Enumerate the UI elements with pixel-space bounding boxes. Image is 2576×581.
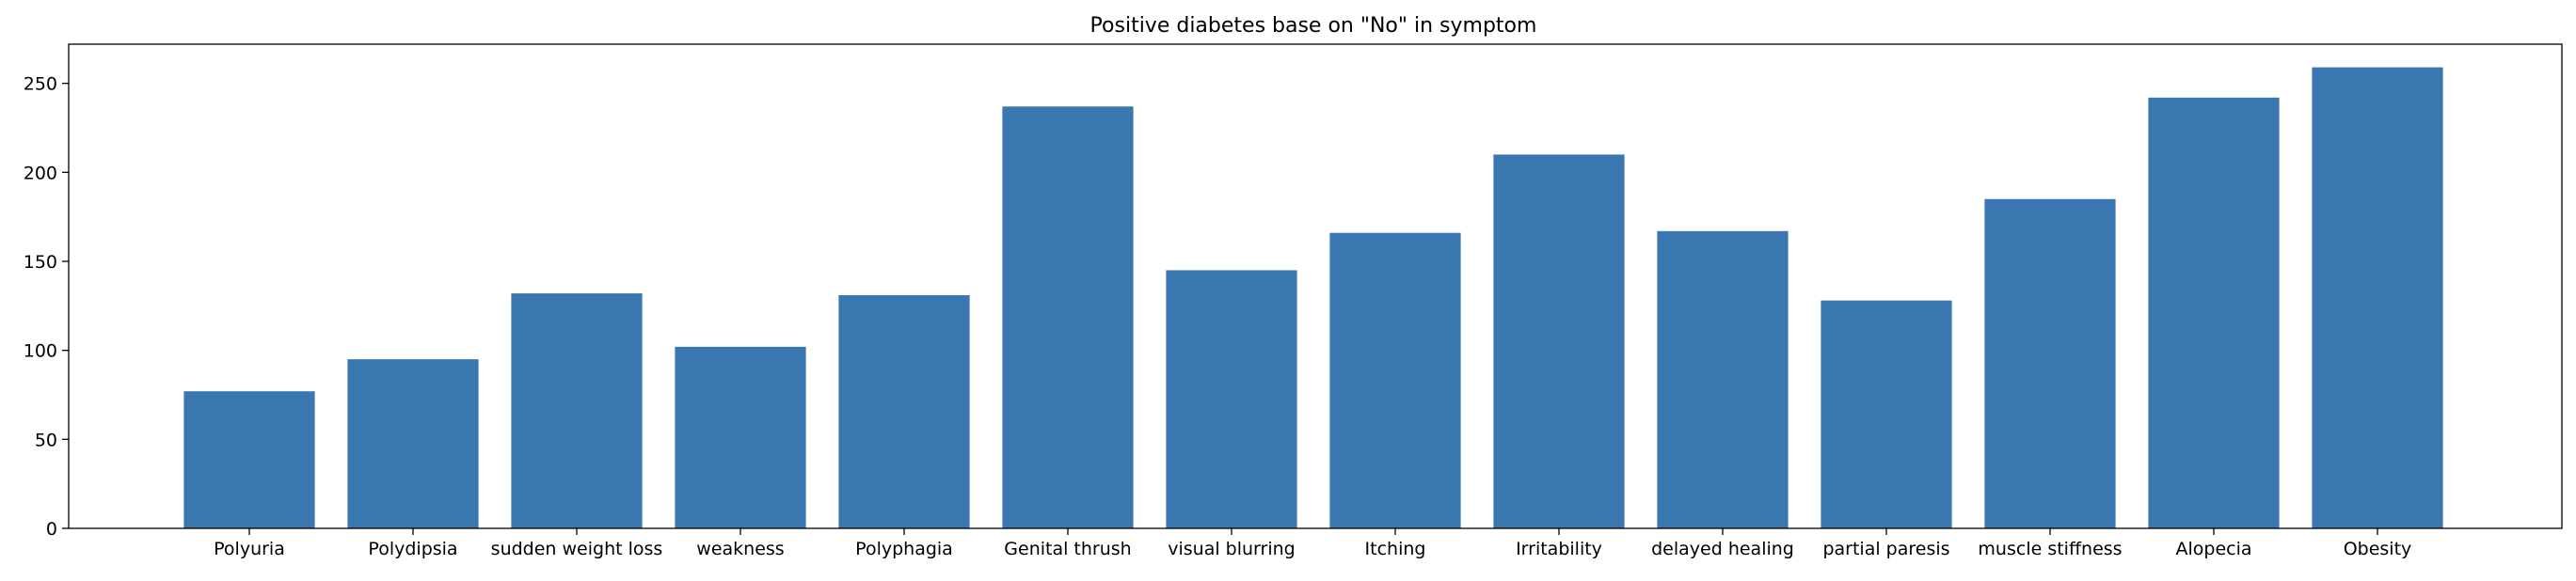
bars-layer: [183, 67, 2443, 529]
bar: [1002, 106, 1134, 529]
bar: [1166, 270, 1297, 528]
x-tick-label: Polyphagia: [855, 539, 953, 559]
x-tick-label: Itching: [1365, 539, 1426, 559]
chart-title: Positive diabetes base on "No" in sympto…: [1090, 14, 1537, 38]
x-tick-label: Alopecia: [2175, 539, 2251, 559]
y-tick-label: 50: [35, 430, 57, 450]
bar: [675, 346, 806, 529]
bar: [2148, 97, 2280, 529]
bar: [1329, 232, 1461, 528]
bar: [1657, 230, 1789, 528]
bar: [1821, 300, 1952, 528]
x-tick-label: weakness: [696, 539, 784, 559]
y-tick-label: 0: [46, 519, 57, 540]
x-tick-label: Irritability: [1516, 539, 1602, 559]
axes-layer: [68, 43, 2563, 529]
y-tick-label: 250: [24, 74, 57, 95]
x-tick-label: Polyuria: [214, 539, 285, 559]
bar: [347, 359, 479, 528]
bar: [2312, 67, 2443, 529]
x-tick-label: visual blurring: [1168, 539, 1295, 559]
x-tick-label: muscle stiffness: [1978, 539, 2122, 559]
x-tick-label: delayed healing: [1651, 539, 1794, 559]
y-tick-label: 150: [24, 252, 57, 273]
y-tick-label: 200: [24, 163, 57, 183]
bar: [511, 293, 643, 528]
plot-frame: [68, 43, 2563, 529]
y-tick-label: 100: [24, 341, 57, 362]
x-tick-label: partial paresis: [1822, 539, 1949, 559]
bar: [1493, 154, 1625, 528]
x-tick-label: sudden weight loss: [491, 539, 663, 559]
bar: [183, 391, 315, 528]
x-tick-label: Genital thrush: [1004, 539, 1131, 559]
ticks-layer: 0 50 100 150 200 250 Polyuria Polydipsia sudden …: [24, 74, 2412, 559]
bar: [1984, 198, 2116, 528]
bar: [838, 294, 970, 528]
x-tick-label: Polydipsia: [368, 539, 457, 559]
x-tick-label: Obesity: [2344, 539, 2412, 559]
